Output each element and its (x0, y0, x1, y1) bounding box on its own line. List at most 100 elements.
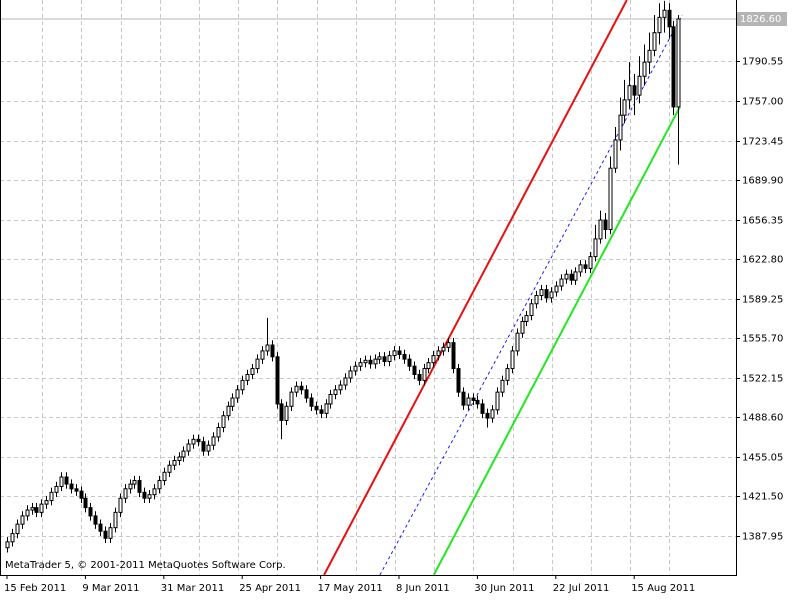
candle-body (93, 515, 98, 525)
candle-body (382, 356, 387, 363)
x-tick-label: 22 Jul 2011 (553, 583, 610, 594)
watermark: MetaTrader 5, © 2001-2011 MetaQuotes Sof… (5, 560, 286, 571)
candle-body (128, 483, 133, 490)
candle-body (510, 350, 515, 370)
candle-body (39, 503, 44, 513)
y-tick-label: 1488.60 (742, 413, 783, 424)
candle-body (441, 346, 446, 352)
candle-body (240, 379, 245, 391)
y-tick-label: 1689.90 (742, 176, 783, 187)
candle-body (368, 359, 373, 365)
x-tick-label: 9 Mar 2011 (82, 583, 139, 594)
candle-body (44, 500, 49, 505)
candle-body (422, 368, 427, 381)
last-price-box (737, 11, 787, 26)
candle-body (98, 523, 103, 532)
candle-body (471, 397, 476, 401)
channel-line (432, 106, 681, 575)
candle-body (255, 358, 260, 370)
candle-body (304, 389, 309, 399)
candle-body (132, 480, 137, 485)
candle-body (632, 85, 637, 96)
y-tick-label: 1387.95 (742, 532, 783, 543)
candle-body (524, 315, 529, 322)
candle-body (603, 219, 608, 231)
candle-body (113, 511, 118, 529)
candle-body (333, 389, 338, 396)
candle-body (348, 370, 353, 379)
y-tick-label: 1589.25 (742, 295, 783, 306)
candle-body (319, 409, 324, 414)
y-tick-label: 1656.35 (742, 216, 783, 227)
candle-body (147, 494, 152, 499)
candle-body (662, 9, 667, 18)
candle-body (613, 139, 618, 169)
candle-body (275, 356, 280, 405)
x-tick-label: 31 Mar 2011 (161, 583, 224, 594)
candle-body (137, 480, 142, 493)
candle-body (250, 368, 255, 375)
candle-body (529, 303, 534, 317)
y-tick-label: 1455.05 (742, 453, 783, 464)
candle-body (461, 391, 466, 406)
candle-body (377, 356, 382, 360)
candle-body (637, 75, 642, 96)
candle-body (206, 444, 211, 452)
candle-body (265, 344, 270, 352)
candle-body (25, 509, 30, 517)
x-tick-label: 15 Aug 2011 (631, 583, 695, 594)
y-tick-label: 1555.70 (742, 334, 783, 345)
candle-body (554, 285, 559, 293)
candle-body (118, 497, 123, 513)
candle-body (387, 355, 392, 363)
candle-body (54, 485, 59, 493)
candle-body (559, 278, 564, 287)
candle-body (108, 527, 113, 539)
y-tick-label: 1723.45 (742, 137, 783, 148)
candle-body (495, 391, 500, 411)
candle-body (652, 32, 657, 51)
candle-body (676, 18, 681, 108)
candle-body (211, 436, 216, 446)
candle-body (583, 264, 588, 269)
candle-body (284, 405, 289, 421)
candle-body (191, 438, 196, 445)
candle-body (167, 464, 172, 473)
candle-body (417, 373, 422, 381)
candle-body (647, 49, 652, 63)
candle-body (172, 460, 177, 466)
candle-body (83, 497, 88, 509)
candle-body (446, 342, 451, 348)
candle-body (221, 415, 226, 429)
x-tick-label: 8 Jun 2011 (396, 583, 450, 594)
candle-body (279, 403, 284, 421)
candle-body (103, 530, 108, 539)
candle-body (177, 456, 182, 462)
candle-body (618, 114, 623, 141)
candle-body (456, 368, 461, 393)
candle-body (426, 362, 431, 370)
candle-body (235, 389, 240, 399)
candle-body (593, 238, 598, 258)
y-tick-label: 1790.55 (742, 57, 783, 68)
candle-body (142, 491, 147, 499)
candle-body (412, 365, 417, 375)
candle-body (480, 403, 485, 414)
candle-body (373, 358, 378, 365)
candle-body (10, 533, 15, 543)
candle-body (186, 443, 191, 452)
candle-body (5, 541, 10, 549)
candle-body (564, 273, 569, 280)
candle-body (363, 359, 368, 364)
candle-body (407, 358, 412, 367)
candle-body (392, 350, 397, 357)
candle-body (588, 256, 593, 269)
x-tick-label: 25 Apr 2011 (239, 583, 301, 594)
candle-body (49, 491, 54, 502)
candle-body (627, 85, 632, 101)
x-tick-label: 30 Jun 2011 (474, 583, 534, 594)
candle-body (436, 350, 441, 357)
candle-body (34, 507, 39, 513)
candle-body (216, 427, 221, 438)
candle-body (544, 289, 549, 299)
